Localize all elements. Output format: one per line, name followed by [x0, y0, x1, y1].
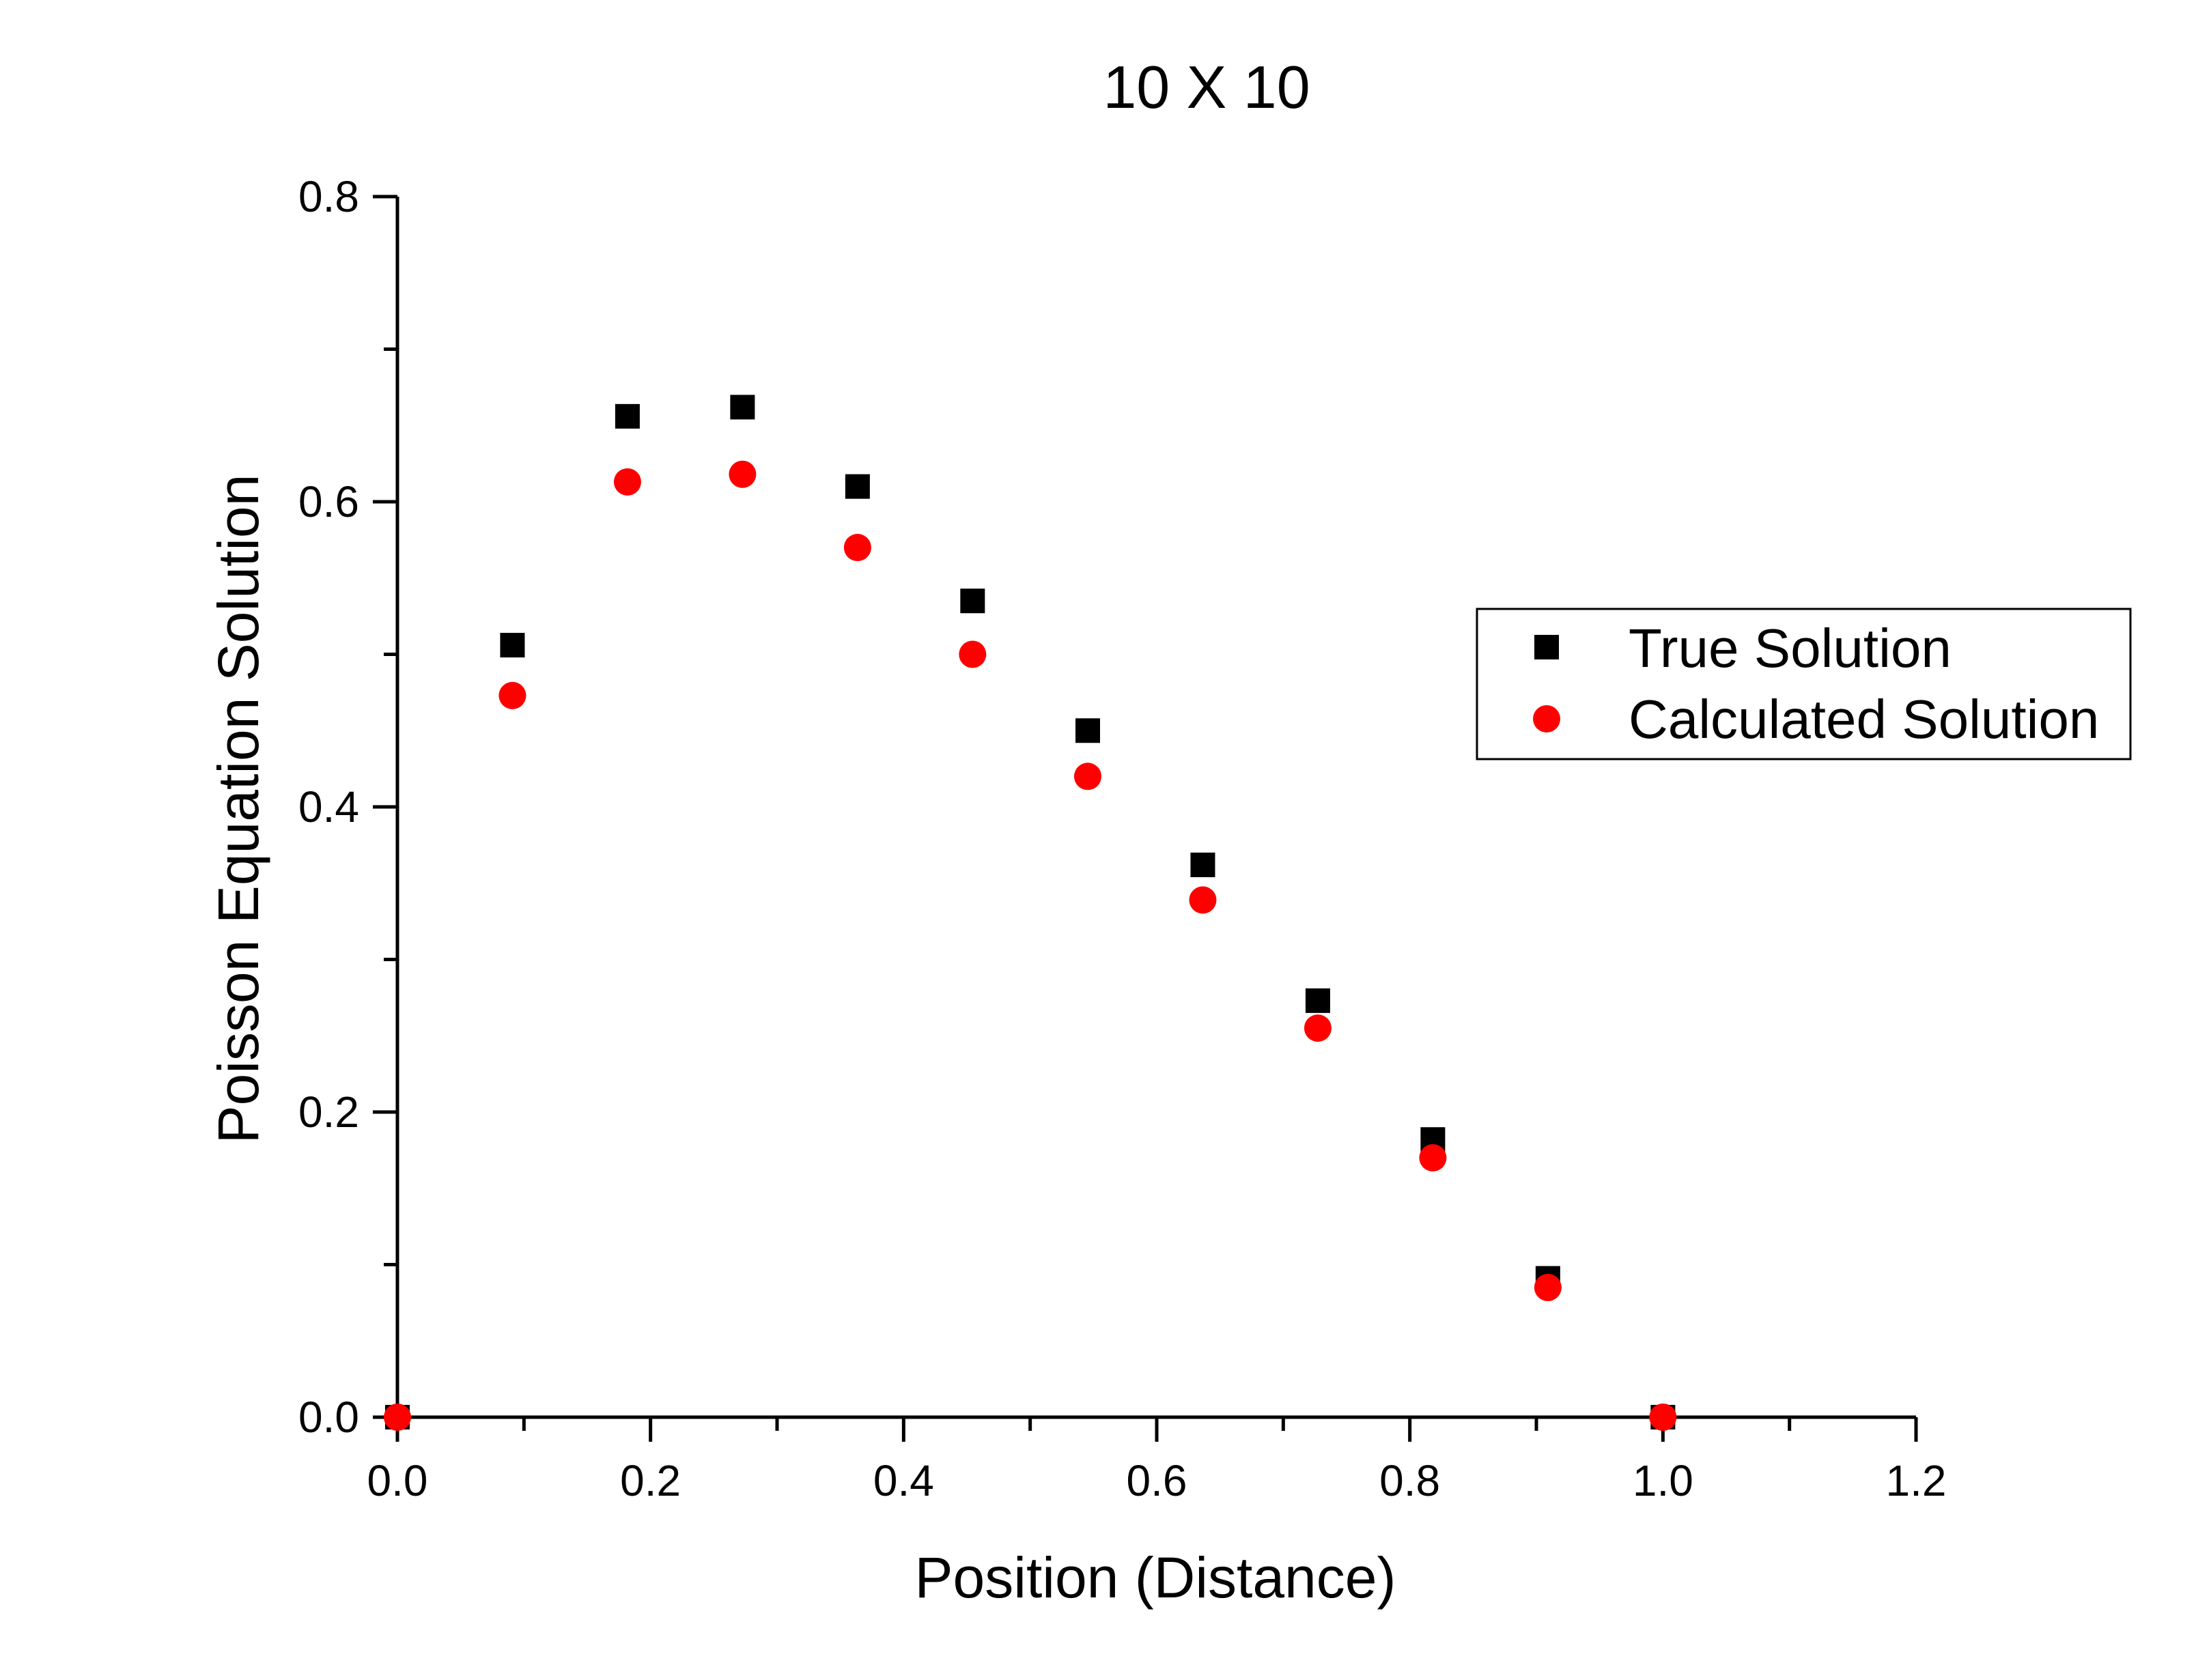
- legend-marker-calculated-solution: [1533, 705, 1560, 732]
- y-tick-label: 0.0: [298, 1393, 359, 1442]
- x-tick-label: 0.2: [620, 1456, 681, 1505]
- x-tick-label: 1.2: [1886, 1456, 1947, 1505]
- ticks: 0.0 0.2 0.4 0.6 0.8 1.0 1.2 0.0 0.2 0.4 0.6 0.8: [298, 172, 1946, 1505]
- calculated-solution-point: [1304, 1014, 1332, 1042]
- calculated-solution-point: [729, 460, 757, 488]
- x-tick-label: 0.0: [367, 1456, 428, 1505]
- legend-label-true-solution: True Solution: [1629, 618, 1952, 679]
- legend-box: [1476, 608, 2132, 760]
- true-solution-point: [500, 633, 525, 658]
- chart-title: 10 X 10: [1103, 53, 1310, 121]
- y-tick-label: 0.4: [298, 782, 359, 831]
- calculated-solution-point: [1419, 1144, 1447, 1172]
- calculated-solution-point: [1189, 886, 1217, 914]
- true-solution-point: [730, 395, 755, 420]
- y-tick-label: 0.2: [298, 1087, 359, 1137]
- data-points: [384, 395, 1677, 1431]
- calculated-solution-point: [1649, 1404, 1677, 1431]
- calculated-solution-point: [498, 681, 526, 709]
- calculated-solution-point: [843, 534, 871, 562]
- x-tick-label: 0.6: [1127, 1456, 1187, 1505]
- axes: [395, 197, 1916, 1419]
- calculated-solution-point: [959, 640, 987, 668]
- y-tick-label: 0.6: [298, 477, 359, 526]
- x-tick-label: 0.4: [873, 1456, 934, 1505]
- true-solution-point: [960, 588, 985, 614]
- true-solution-point: [1305, 988, 1330, 1013]
- calculated-solution-point: [1073, 763, 1101, 791]
- x-tick-label: 0.8: [1379, 1456, 1440, 1505]
- calculated-solution-point: [1534, 1274, 1562, 1302]
- legend-marker-true-solution: [1534, 635, 1559, 659]
- true-solution-point: [1075, 718, 1100, 743]
- legend: True Solution Calculated Solution: [1476, 608, 2132, 760]
- legend-label-calculated-solution: Calculated Solution: [1629, 689, 2099, 750]
- x-tick-label: 1.0: [1633, 1456, 1693, 1505]
- y-tick-label: 0.8: [298, 172, 359, 221]
- y-axis-label: Poisson Equation Solution: [206, 474, 270, 1144]
- true-solution-point: [615, 403, 640, 429]
- calculated-solution-point: [384, 1404, 411, 1431]
- true-solution-point: [845, 474, 870, 499]
- true-solution-point: [1190, 852, 1215, 877]
- calculated-solution-point: [613, 468, 641, 496]
- x-axis-label: Position (Distance): [915, 1546, 1396, 1610]
